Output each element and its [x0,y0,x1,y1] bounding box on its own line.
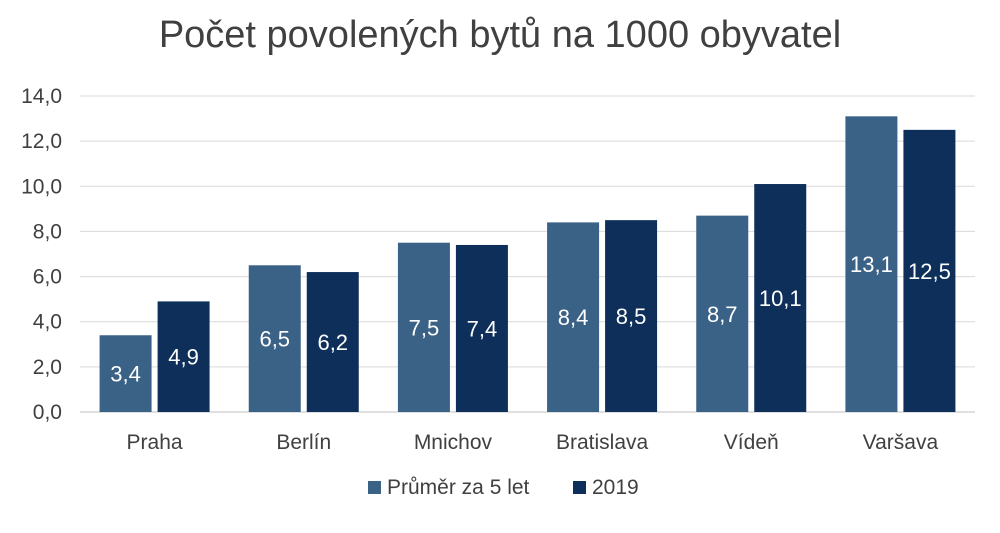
x-tick-label: Mnichov [414,431,493,454]
bar [903,129,956,412]
x-tick-label: Berlín [276,431,331,454]
data-label: 8,5 [616,304,647,329]
x-tick-label: Vídeň [724,431,779,454]
bar [397,242,450,412]
data-label: 13,1 [850,252,893,277]
bar [455,244,508,412]
bar [605,220,658,412]
data-label: 8,4 [558,305,589,330]
y-tick-label: 12,0 [21,130,62,153]
data-label: 4,9 [168,345,199,370]
x-tick-label: Praha [127,431,183,454]
data-label: 3,4 [110,362,141,387]
data-label: 6,2 [317,330,348,355]
y-tick-label: 6,0 [33,266,62,289]
bar [306,272,359,412]
x-tick-label: Bratislava [556,431,649,454]
data-label: 7,5 [409,315,440,340]
x-tick-label: Varšava [863,431,939,454]
bar [845,116,898,413]
y-tick-label: 14,0 [21,85,62,108]
bar [547,222,600,412]
bar [696,215,749,412]
bar [157,301,210,412]
bar [99,335,152,412]
legend-label: 2019 [592,476,639,499]
data-label: 12,5 [908,259,951,284]
legend-label: Průměr za 5 let [387,476,530,499]
legend-swatch [368,481,381,494]
bar [754,184,807,412]
y-tick-label: 0,0 [33,401,62,424]
chart-title: Počet povolených bytů na 1000 obyvatel [158,14,842,56]
y-tick-label: 10,0 [21,175,62,198]
legend-swatch [573,481,586,494]
y-tick-label: 8,0 [33,220,62,243]
data-label: 7,4 [467,316,498,341]
data-label: 6,5 [259,327,290,352]
data-label: 8,7 [707,302,738,327]
data-label: 10,1 [759,286,802,311]
bar [248,265,301,412]
y-tick-label: 4,0 [33,311,62,334]
y-tick-label: 2,0 [33,356,62,379]
